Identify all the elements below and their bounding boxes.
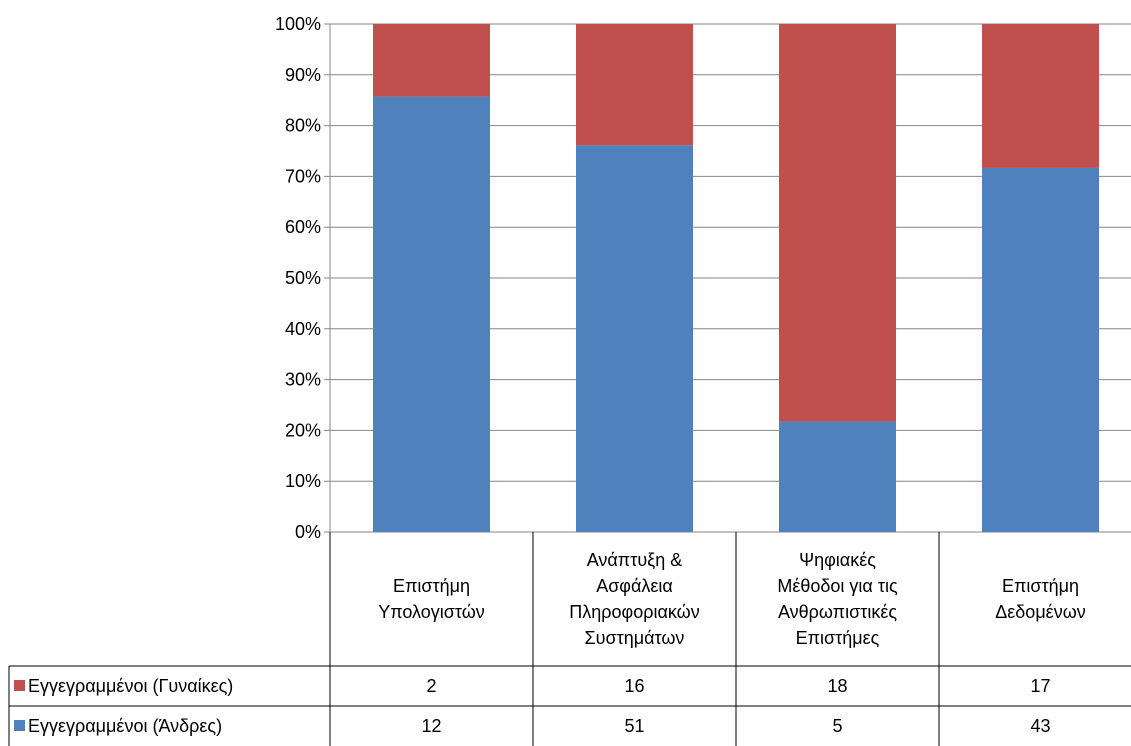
category-label-line: Ψηφιακές <box>799 550 876 570</box>
bar-segment-women <box>373 24 490 97</box>
category-label-line: Επιστήμες <box>796 628 880 648</box>
y-tick-label: 90% <box>285 65 321 85</box>
category-label-line: Υπολογιστών <box>378 602 485 622</box>
category-label: Ανάπτυξη & Ασφάλεια Πληροφοριακών Συστημάτω… <box>569 550 699 648</box>
category-label-line: Ανθρωπιστικές <box>778 602 897 622</box>
data-table: Επιστήμη Υπολογιστών Ανάπτυξη & Ασφάλεια Πλη… <box>8 532 1131 746</box>
table-cell-value: 5 <box>832 716 842 736</box>
category-label-line: Ασφάλεια <box>596 576 673 596</box>
y-tick-label: 0% <box>295 522 321 542</box>
y-tick-label: 20% <box>285 420 321 440</box>
category-label: Επιστήμη Δεδομένων <box>995 576 1086 622</box>
category-label-line: Ανάπτυξη & <box>587 550 683 570</box>
table-cell-value: 18 <box>827 676 847 696</box>
y-tick-label: 60% <box>285 217 321 237</box>
bar-segment-women <box>576 24 693 146</box>
category-label-line: Μέθοδοι για τις <box>777 576 898 596</box>
legend-label: Εγγεγραμμένοι (Άνδρες) <box>28 716 222 736</box>
bars <box>373 24 1099 533</box>
table-cell-value: 43 <box>1030 716 1050 736</box>
category-label: Επιστήμη Υπολογιστών <box>378 576 485 622</box>
legend-key-men <box>14 720 25 731</box>
y-tick-label: 50% <box>285 268 321 288</box>
y-tick-label: 10% <box>285 471 321 491</box>
bar-segment-men <box>779 421 896 532</box>
table-cell-value: 17 <box>1030 676 1050 696</box>
category-label-line: Δεδομένων <box>995 602 1086 622</box>
table-cell-value: 16 <box>624 676 644 696</box>
bar-segment-men <box>576 145 693 533</box>
table-cell-value: 51 <box>624 716 644 736</box>
category-label: Ψηφιακές Μέθοδοι για τις Ανθρωπιστικές Επισ… <box>777 550 898 648</box>
bar-segment-women <box>779 24 896 422</box>
category-label-line: Πληροφοριακών <box>569 602 699 622</box>
category-label-line: Συστημάτων <box>585 628 685 648</box>
y-tick-label: 40% <box>285 319 321 339</box>
category-label-line: Επιστήμη <box>393 576 470 596</box>
bar-segment-women <box>982 24 1099 168</box>
y-tick-label: 100% <box>275 14 321 34</box>
legend-key-women <box>14 680 25 691</box>
y-axis: 0% 10% 20% 30% 40% 50% 60% 70% 80% 90% 100% <box>275 14 331 542</box>
y-tick-label: 80% <box>285 116 321 136</box>
y-tick-label: 70% <box>285 166 321 186</box>
table-cell-value: 12 <box>421 716 441 736</box>
y-tick-label: 30% <box>285 370 321 390</box>
legend-label: Εγγεγραμμένοι (Γυναίκες) <box>28 676 233 696</box>
bar-segment-men <box>373 96 490 533</box>
bar-segment-men <box>982 167 1099 532</box>
category-label-line: Επιστήμη <box>1002 576 1079 596</box>
table-cell-value: 2 <box>426 676 436 696</box>
